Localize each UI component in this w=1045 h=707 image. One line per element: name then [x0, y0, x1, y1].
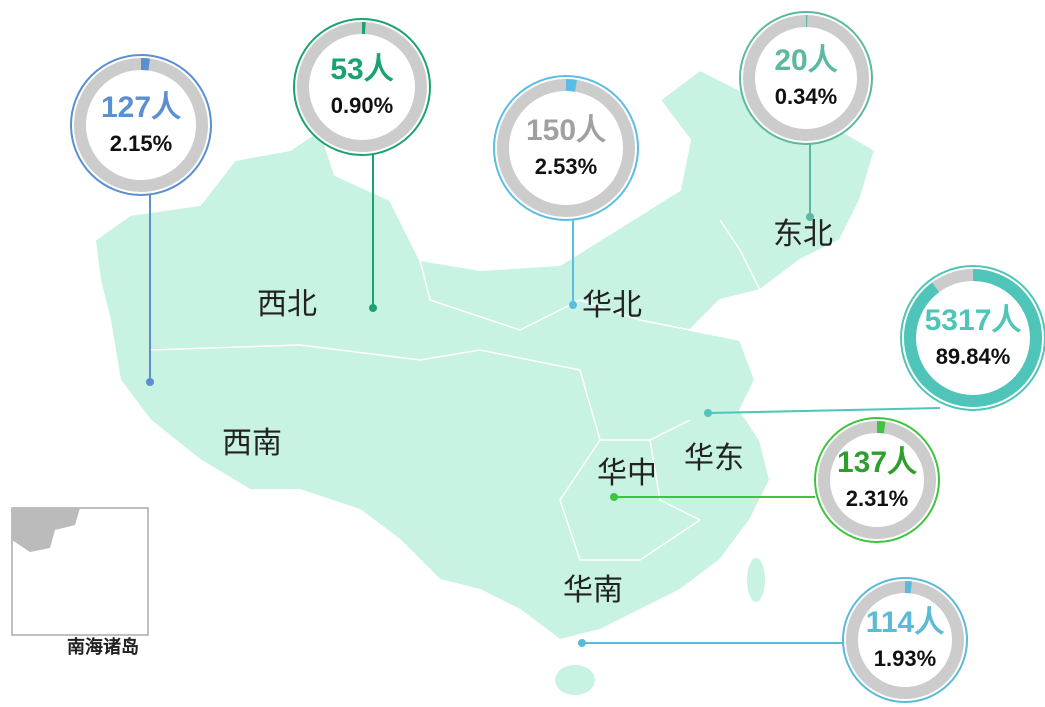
- hainan: [555, 665, 595, 695]
- count-label: 20人: [774, 44, 837, 77]
- count-label: 5317人: [925, 304, 1022, 337]
- inset: 南海诸岛: [11, 507, 149, 657]
- china-map: [93, 68, 877, 642]
- region-label: 西南: [222, 427, 282, 460]
- leader-dot: [578, 639, 586, 647]
- leader-dot: [704, 409, 712, 417]
- ring-bg: [900, 265, 1045, 411]
- region-label: 华南: [563, 574, 623, 607]
- ring-arc: [743, 15, 869, 141]
- ring-bg: [70, 54, 212, 196]
- leader-dot: [569, 301, 577, 309]
- count-label: 150人: [526, 114, 606, 147]
- taiwan: [747, 558, 765, 602]
- ring-arc: [904, 269, 1042, 407]
- region-label: 华东: [684, 442, 744, 475]
- ring-bg: [842, 577, 968, 703]
- percent-label: 2.53%: [535, 154, 597, 179]
- ring-arc: [497, 79, 635, 217]
- percent-label: 2.15%: [110, 131, 172, 156]
- ring-bg: [739, 11, 873, 145]
- percent-label: 1.93%: [874, 646, 936, 671]
- ring-arc: [74, 58, 208, 192]
- ring-bg: [814, 417, 940, 543]
- percent-label: 0.90%: [331, 93, 393, 118]
- leader-dot: [806, 213, 814, 221]
- region-label: 华中: [597, 457, 657, 490]
- region-borders: [149, 219, 761, 561]
- ring-bg: [493, 75, 639, 221]
- ring-arc: [818, 421, 936, 539]
- leader-line: [707, 407, 941, 414]
- inset-label: 南海诸岛: [67, 636, 139, 657]
- leader-dot: [146, 378, 154, 386]
- region-label: 华北: [582, 289, 642, 322]
- count-label: 137人: [837, 446, 917, 479]
- inset-land: [12, 508, 80, 552]
- region-label: 西北: [257, 288, 317, 321]
- ring-bg: [293, 18, 431, 156]
- count-label: 114人: [866, 606, 944, 639]
- count-label: 127人: [101, 91, 181, 124]
- leader-dot: [369, 304, 377, 312]
- count-label: 53人: [330, 53, 393, 86]
- percent-label: 89.84%: [936, 344, 1011, 369]
- ring-arc: [297, 22, 427, 152]
- ring-arc: [846, 581, 964, 699]
- leader-dot: [610, 493, 618, 501]
- percent-label: 0.34%: [775, 84, 837, 109]
- region-label: 东北: [773, 218, 833, 251]
- percent-label: 2.31%: [846, 486, 908, 511]
